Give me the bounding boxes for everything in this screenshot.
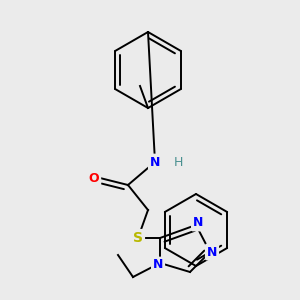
Text: S: S xyxy=(133,231,143,245)
Text: N: N xyxy=(150,155,160,169)
Text: O: O xyxy=(89,172,99,184)
Text: H: H xyxy=(173,155,183,169)
Text: N: N xyxy=(207,245,217,259)
Text: N: N xyxy=(153,259,163,272)
Text: N: N xyxy=(193,217,203,230)
